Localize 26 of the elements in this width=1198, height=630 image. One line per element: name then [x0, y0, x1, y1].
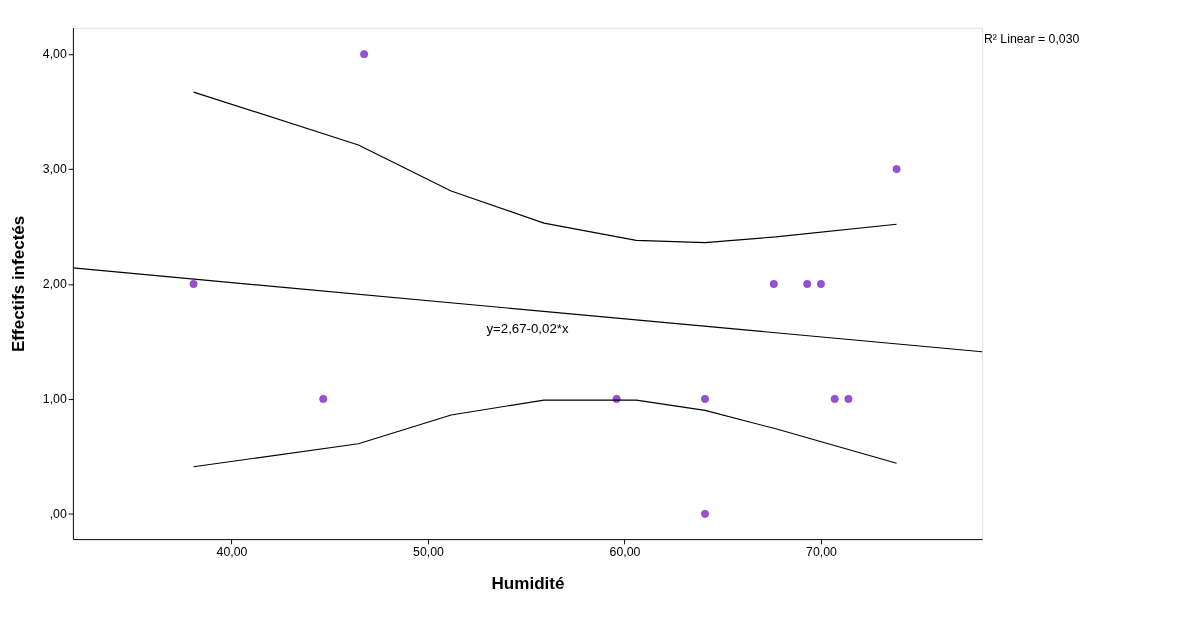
point — [803, 280, 812, 288]
x-tick-label: 40,00 — [216, 544, 248, 559]
point — [830, 394, 839, 403]
x-axis-title: Humidité — [491, 573, 565, 593]
point — [817, 280, 825, 288]
x-tick-label: 50,00 — [413, 544, 444, 559]
point — [892, 165, 901, 174]
y-axis-title: Effectifs infectés — [8, 215, 28, 353]
text: R² Linear = 0,030 — [983, 31, 1080, 46]
x-tick-label: 70,00 — [806, 544, 837, 559]
point — [189, 280, 198, 288]
line-series — [193, 91, 898, 244]
annotation: y=2,67-0,02*x — [486, 321, 569, 337]
point — [769, 280, 778, 288]
x-tick-label: 60,00 — [609, 544, 641, 559]
point — [360, 50, 369, 59]
point — [319, 394, 328, 403]
point — [844, 394, 853, 403]
y-tick-label: 3,00 — [42, 162, 67, 177]
point — [701, 394, 709, 403]
point — [701, 509, 709, 518]
y-tick-label: 1,00 — [42, 392, 67, 407]
y-tick-label: ,00 — [49, 507, 67, 522]
line-series — [193, 399, 898, 468]
y-tick-label: 4,00 — [42, 47, 67, 62]
y-tick-label: 2,00 — [42, 277, 67, 292]
